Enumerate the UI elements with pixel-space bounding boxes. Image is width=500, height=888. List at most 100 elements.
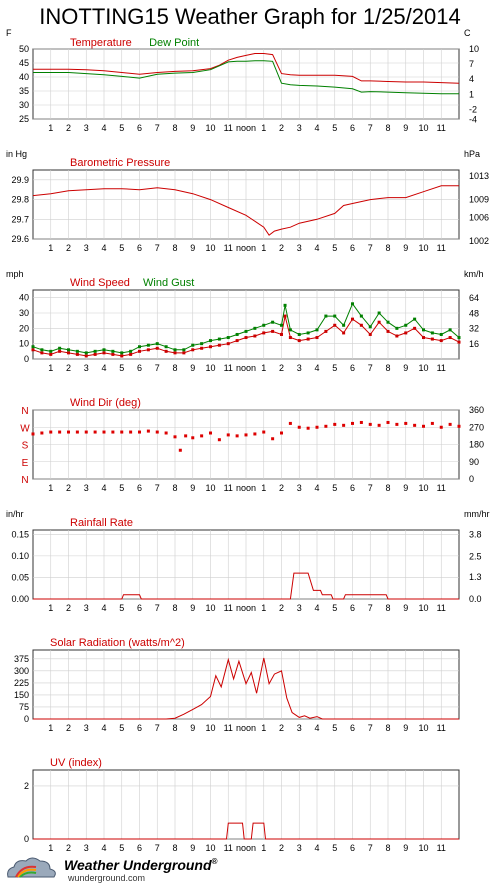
wind_speed-marker [315, 328, 319, 332]
pressure-time-tick: 6 [350, 243, 355, 253]
temperature-y2-tick: 7 [469, 59, 474, 69]
solar-time-tick: 4 [101, 723, 106, 733]
temperature-y2-tick: -4 [469, 115, 477, 125]
solar-legend-0: Solar Radiation (watts/m^2) [50, 637, 185, 649]
wind_dir-point [359, 420, 363, 424]
solar-time-tick: 3 [84, 723, 89, 733]
rainfall-time-tick: 2 [279, 603, 284, 613]
wind_dir-time-tick: 7 [368, 483, 373, 493]
uv-time-tick: 10 [205, 843, 215, 853]
wind_speed-marker [146, 343, 150, 347]
wind_dir-y2-tick: 270 [469, 422, 484, 432]
wind_dir-point [93, 430, 97, 434]
rainfall-time-tick: 2 [66, 603, 71, 613]
wind_speed-marker [93, 352, 97, 356]
wind_speed-marker [448, 336, 452, 340]
uv-time-tick: 1 [261, 843, 266, 853]
rainfall-legend-0: Rainfall Rate [70, 517, 133, 529]
wind_speed-marker [200, 342, 204, 346]
wind_dir-point [75, 430, 79, 434]
pressure-y-tick: 29.7 [11, 214, 29, 224]
wind_speed-y-tick: 40 [19, 293, 29, 303]
wind_dir-time-tick: 3 [297, 483, 302, 493]
wind_speed-marker [386, 320, 390, 324]
wind_dir-point [217, 438, 221, 442]
wind_speed-marker [297, 332, 301, 336]
uv-y-tick: 2 [24, 781, 29, 791]
rainfall-y2-tick: 3.8 [469, 529, 482, 539]
pressure-time-tick: 4 [101, 243, 106, 253]
wind_dir-point [178, 448, 182, 452]
uv-time-tick: 8 [385, 843, 390, 853]
wind_dir-point [324, 424, 328, 428]
pressure-unit-right: hPa [464, 149, 480, 159]
wind_speed-marker [359, 323, 363, 327]
wind_speed-marker [306, 331, 310, 335]
wind_speed-y-tick: 10 [19, 339, 29, 349]
solar-time-tick: 8 [385, 723, 390, 733]
wind_speed-marker [439, 339, 443, 343]
uv-time-tick: 4 [101, 843, 106, 853]
wind_speed-time-tick: 9 [190, 363, 195, 373]
wind_dir-point [404, 421, 408, 425]
wind_speed-marker [93, 349, 97, 353]
wind_speed-marker [75, 352, 79, 356]
rainfall-time-tick: 6 [137, 603, 142, 613]
pressure-time-tick: 1 [48, 243, 53, 253]
solar-time-tick: 10 [205, 723, 215, 733]
temperature-time-tick: 8 [172, 123, 177, 133]
wind_dir-time-tick: 6 [137, 483, 142, 493]
weather-underground-logo[interactable]: Weather Underground® wunderground.com [2, 853, 242, 883]
wind_speed-time-tick: 6 [350, 363, 355, 373]
wind_speed-marker [262, 331, 266, 335]
rainfall-unit-right: mm/hr [464, 509, 490, 519]
temperature-time-tick: 8 [385, 123, 390, 133]
wind_speed-marker [288, 328, 292, 332]
pressure-time-tick: 9 [403, 243, 408, 253]
wind_dir-compass-tick: N [21, 475, 28, 486]
wind_speed-marker [67, 351, 70, 355]
rainfall-y2-tick: 0.0 [469, 594, 482, 604]
wind_dir-point [262, 430, 266, 434]
pressure-legend-0: Barometric Pressure [70, 157, 170, 169]
uv-time-tick: 11 [437, 843, 446, 853]
temperature-time-tick: 1 [48, 123, 53, 133]
wind_speed-marker [315, 336, 319, 340]
temperature-time-tick: 7 [368, 123, 373, 133]
solar-y-tick: 225 [14, 678, 29, 688]
wind_dir-point [271, 437, 275, 441]
wind_speed-marker [217, 343, 221, 347]
solar-time-tick: 6 [137, 723, 142, 733]
pressure-time-tick: 3 [84, 243, 89, 253]
uv-time-tick: noon [236, 843, 256, 853]
wind_speed-marker [31, 348, 35, 352]
temperature-time-tick: 3 [297, 123, 302, 133]
temperature-y-tick: 30 [19, 100, 29, 110]
temperature-time-tick: 2 [279, 123, 284, 133]
wind_speed-marker [129, 349, 133, 353]
wind_speed-marker [84, 354, 88, 358]
wind_dir-point [67, 430, 70, 434]
pressure-time-tick: 1 [261, 243, 266, 253]
wind_dir-point [333, 422, 337, 426]
rainfall-time-tick: 1 [261, 603, 266, 613]
wind_speed-marker [235, 332, 239, 336]
rainfall-time-tick: 8 [385, 603, 390, 613]
wind_dir-time-tick: 5 [332, 483, 337, 493]
trademark-mark: ® [211, 857, 218, 866]
wind_speed-marker [280, 323, 283, 327]
wind_dir-point [84, 430, 88, 434]
wind_speed-marker [102, 351, 106, 355]
temperature-time-tick: 2 [66, 123, 71, 133]
rainfall-series-0 [33, 572, 459, 600]
wind_speed-time-tick: 11 [224, 363, 233, 373]
wind_speed-marker [164, 345, 168, 349]
wind_dir-point [342, 423, 346, 427]
solar-y-tick: 375 [14, 654, 29, 664]
rainfall-time-tick: 3 [84, 603, 89, 613]
wind_speed-marker [40, 348, 44, 352]
temperature-y-tick: 45 [19, 58, 29, 68]
wind_speed-marker [173, 351, 177, 355]
wind_dir-time-tick: 4 [101, 483, 106, 493]
wind_dir-time-tick: 5 [119, 483, 124, 493]
